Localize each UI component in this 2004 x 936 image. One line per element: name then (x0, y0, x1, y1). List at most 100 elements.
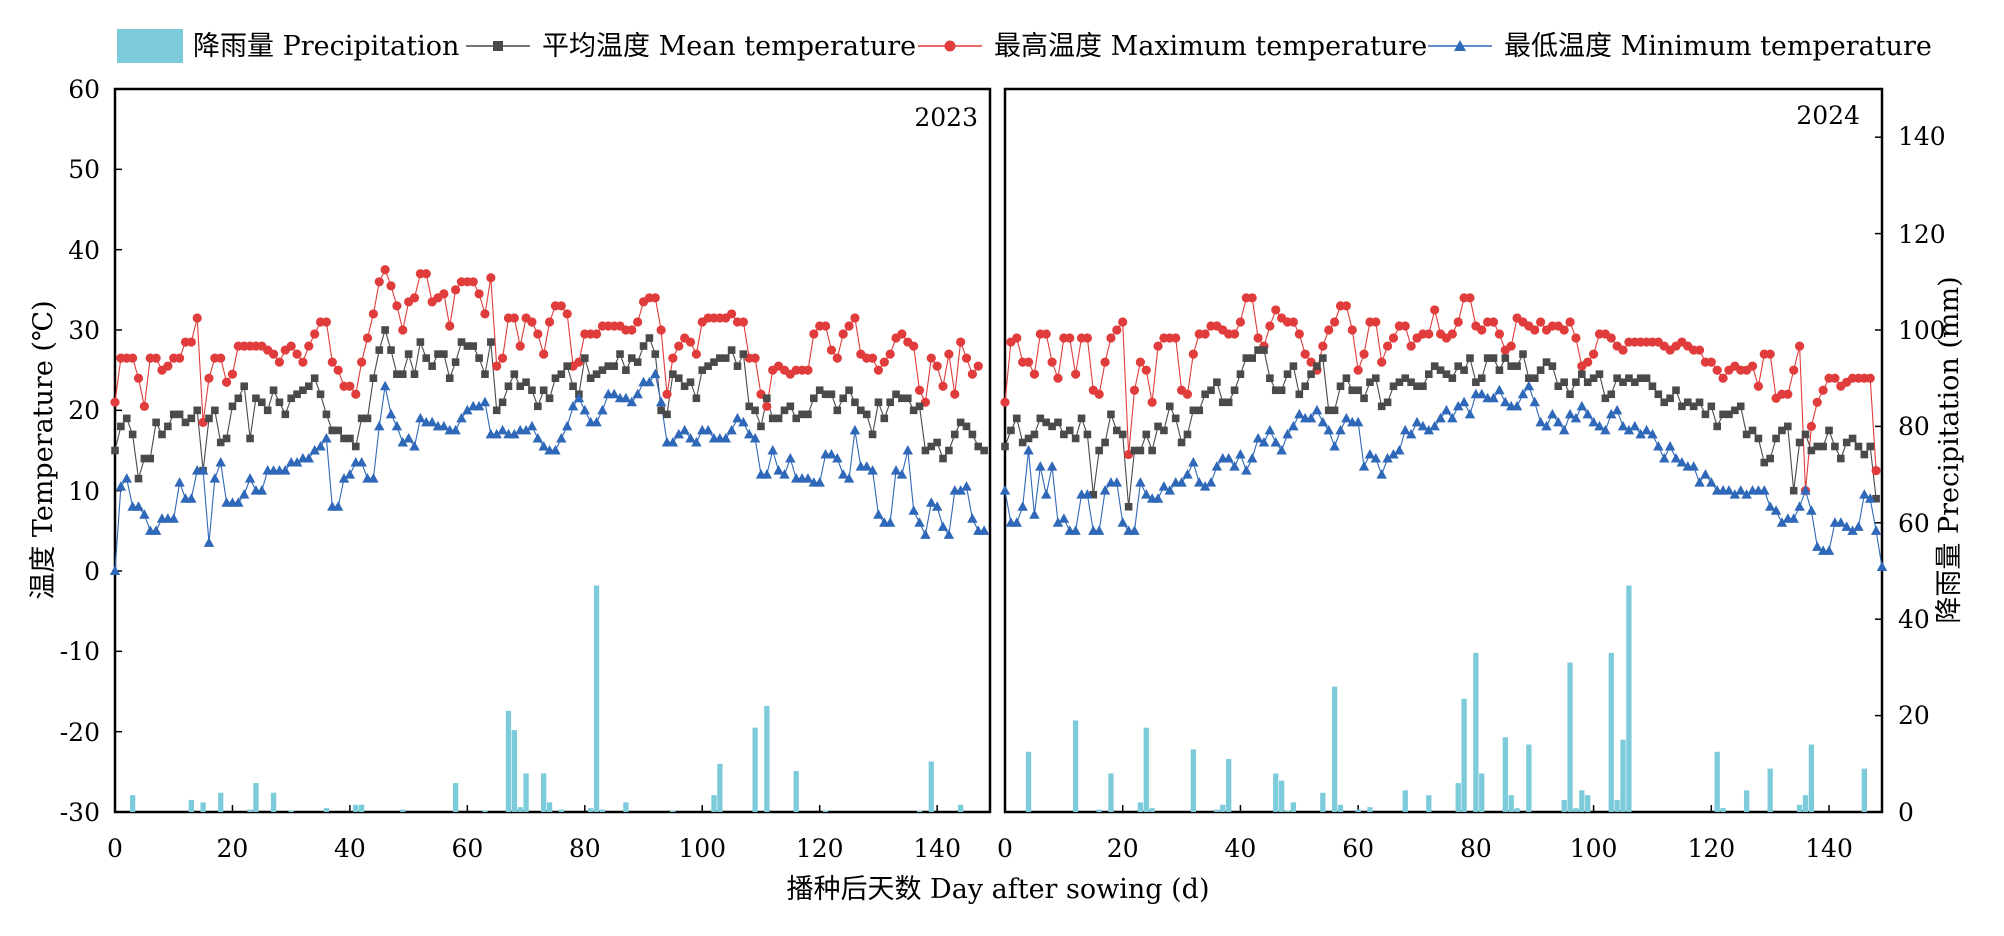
mean-temp-point (128, 430, 137, 439)
mean-temp-point (1672, 386, 1680, 395)
max-temp-point (1141, 365, 1151, 375)
mean-temp-point (921, 446, 930, 455)
mean-temp-point (1819, 442, 1827, 451)
min-temp-point (121, 473, 132, 483)
mean-temp-point (1260, 346, 1268, 354)
min-temp-point (321, 432, 332, 443)
max-temp-point (1247, 293, 1257, 303)
mean-temp-point (563, 362, 571, 370)
max-temp-point (1530, 325, 1540, 335)
max-temp-point (1318, 341, 1328, 351)
mean-temp-point (1372, 374, 1380, 382)
min-temp-point (1735, 485, 1746, 495)
min-temp-point (1052, 517, 1064, 527)
max-temp-point (1359, 349, 1369, 359)
precipitation-bar (1290, 802, 1297, 812)
min-temp-point (426, 416, 438, 427)
mean-temp-point (1107, 410, 1115, 419)
max-temp-point (1377, 357, 1387, 367)
min-temp-point (186, 493, 197, 503)
min-temp-point (849, 424, 861, 435)
precipitation-bar (1455, 783, 1461, 812)
precipitation-bar (1526, 744, 1532, 812)
max-temp-point (1118, 317, 1128, 327)
min-temp-point (773, 465, 784, 475)
max-temp-point (1830, 373, 1840, 383)
max-temp-point (1112, 325, 1122, 335)
y-right-tick-label: 80 (1898, 412, 1930, 441)
max-temp-point (1406, 341, 1416, 351)
mean-temp-point (692, 394, 701, 403)
min-temp-point (1670, 453, 1682, 463)
mean-temp-point (1048, 422, 1056, 431)
max-temp-point (227, 369, 238, 379)
mean-temp-point (1807, 446, 1816, 455)
max-temp-point (298, 357, 308, 367)
min-temp-point (1376, 469, 1387, 479)
min-temp-point (1364, 449, 1376, 459)
mean-temp-point (205, 414, 213, 423)
x-tick-label: 140 (1805, 834, 1853, 863)
y-right-ticks: 140 120 100 80 60 40 20 0 (1898, 122, 1946, 827)
mean-temp-point (657, 406, 665, 415)
max-temp-point (897, 329, 907, 339)
mean-temp-point (445, 374, 454, 382)
min-temp-point (1823, 545, 1835, 555)
min-temp-point (1164, 485, 1176, 495)
max-temp-point (950, 389, 960, 399)
precipitation-bar (511, 730, 517, 812)
precipitation-bar (270, 792, 277, 812)
precipitation-bar (717, 763, 723, 812)
x-tick-label: 40 (334, 834, 366, 863)
panel-2023-plot: 0 20 40 60 80 100 120 140 (107, 265, 990, 863)
max-temp-point (1094, 389, 1104, 399)
min-temp-point (597, 404, 608, 415)
min-temp-point (1664, 440, 1676, 451)
min-temp-point (209, 473, 221, 483)
mean-temp-point (1266, 374, 1274, 382)
min-temp-point (1205, 477, 1217, 487)
mean-temp-point (1360, 394, 1368, 403)
max-temp-point (1171, 333, 1181, 343)
min-temp-point (303, 453, 314, 463)
min-temp-point (1794, 501, 1805, 511)
max-temp-point (1606, 333, 1616, 343)
mean-temp-point (698, 366, 707, 374)
x-tick-label: 120 (1687, 834, 1735, 863)
mean-temp-point (1213, 378, 1221, 387)
mean-temp-point (1089, 490, 1098, 499)
mean-temp-point (416, 338, 425, 346)
max-temp-point (562, 309, 572, 319)
max-temp-point (1188, 349, 1198, 359)
mean-temp-point (1183, 430, 1192, 439)
precipitation-bar (916, 810, 923, 812)
max-temp-point (1488, 317, 1499, 327)
min-temp-point (244, 473, 256, 483)
min-temp-point (556, 432, 567, 443)
max-temp-point (1330, 317, 1340, 327)
min-temp-point (679, 424, 690, 435)
mean-temp-point (1419, 382, 1427, 391)
mean-temp-point (604, 362, 613, 370)
max-temp-point (398, 325, 408, 335)
min-temp-point (1394, 445, 1405, 455)
max-temp-point (591, 329, 602, 339)
mean-temp-point (1313, 362, 1321, 370)
mean-temp-point (939, 454, 947, 463)
min-temp-point (1570, 412, 1582, 423)
mean-temp-point (733, 362, 742, 370)
min-temp-point (867, 465, 878, 475)
max-temp-point (727, 309, 737, 319)
min-temp-point (1405, 428, 1417, 439)
min-temp-point (644, 376, 655, 387)
max-temp-point (1147, 397, 1157, 407)
mean-temp-point (1083, 430, 1092, 439)
max-temp-point (533, 329, 543, 339)
mean-temp-point (1460, 366, 1468, 374)
mean-temp-point (598, 366, 607, 374)
mean-temp-point (827, 390, 836, 399)
mean-temp-point (1572, 378, 1580, 387)
precipitation-bar (1220, 804, 1226, 812)
min-temp-point (785, 453, 796, 463)
mean-temp-point (721, 354, 730, 362)
